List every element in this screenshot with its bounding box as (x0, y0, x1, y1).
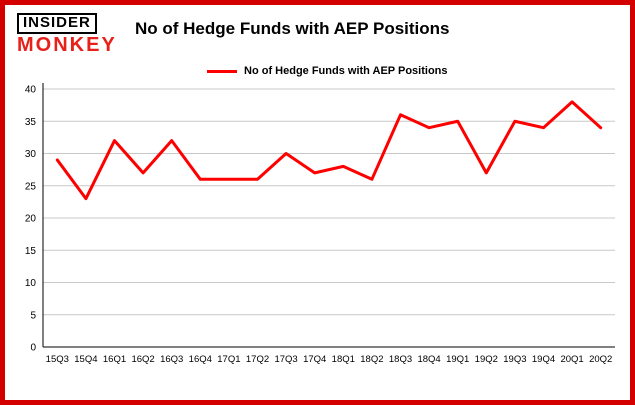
x-tick-label: 16Q4 (189, 354, 212, 365)
x-tick-label: 16Q3 (160, 354, 183, 365)
legend-label: No of Hedge Funds with AEP Positions (244, 65, 448, 77)
legend-line-swatch (207, 69, 237, 73)
x-tick-label: 19Q1 (446, 354, 469, 365)
hedge-funds-line-chart: 0 5 10 15 20 25 30 35 40 15Q3 15Q4 16Q1 16Q2 16Q3 16Q4… (25, 83, 615, 365)
x-tick-label: 20Q2 (589, 354, 612, 365)
y-tick-label: 40 (25, 85, 37, 96)
x-tick-label: 18Q3 (389, 354, 412, 365)
x-tick-label: 17Q1 (217, 354, 240, 365)
x-tick-label: 19Q2 (475, 354, 498, 365)
y-tick-label: 20 (25, 214, 37, 225)
x-tick-label: 19Q3 (503, 354, 526, 365)
y-tick-label: 15 (25, 246, 37, 257)
y-tick-label: 0 (30, 343, 36, 354)
x-tick-label: 18Q2 (360, 354, 383, 365)
x-tick-label: 16Q1 (103, 354, 126, 365)
insider-monkey-logo: INSIDER MONKEY (17, 13, 125, 56)
chart-title: No of Hedge Funds with AEP Positions (135, 19, 450, 38)
logo-monkey-text: MONKEY (17, 33, 117, 56)
x-tick-label: 19Q4 (532, 354, 555, 365)
x-tick-label: 18Q4 (417, 354, 440, 365)
y-tick-label: 35 (25, 117, 37, 128)
aep-series-line (55, 100, 603, 201)
x-tick-label: 17Q3 (274, 354, 297, 365)
y-tick-label: 5 (30, 310, 36, 321)
x-tick-label: 18Q1 (332, 354, 355, 365)
x-tick-label: 15Q3 (46, 354, 69, 365)
y-tick-label: 10 (25, 278, 37, 289)
x-tick-label: 20Q1 (560, 354, 583, 365)
y-tick-label: 25 (25, 181, 37, 192)
x-tick-label: 16Q2 (131, 354, 154, 365)
y-tick-label: 30 (25, 149, 37, 160)
x-tick-label: 15Q4 (74, 354, 97, 365)
x-tick-label: 17Q2 (246, 354, 269, 365)
logo-insider-text: INSIDER (17, 13, 97, 34)
x-tick-label: 17Q4 (303, 354, 326, 365)
chart-legend: No of Hedge Funds with AEP Positions (207, 65, 448, 77)
